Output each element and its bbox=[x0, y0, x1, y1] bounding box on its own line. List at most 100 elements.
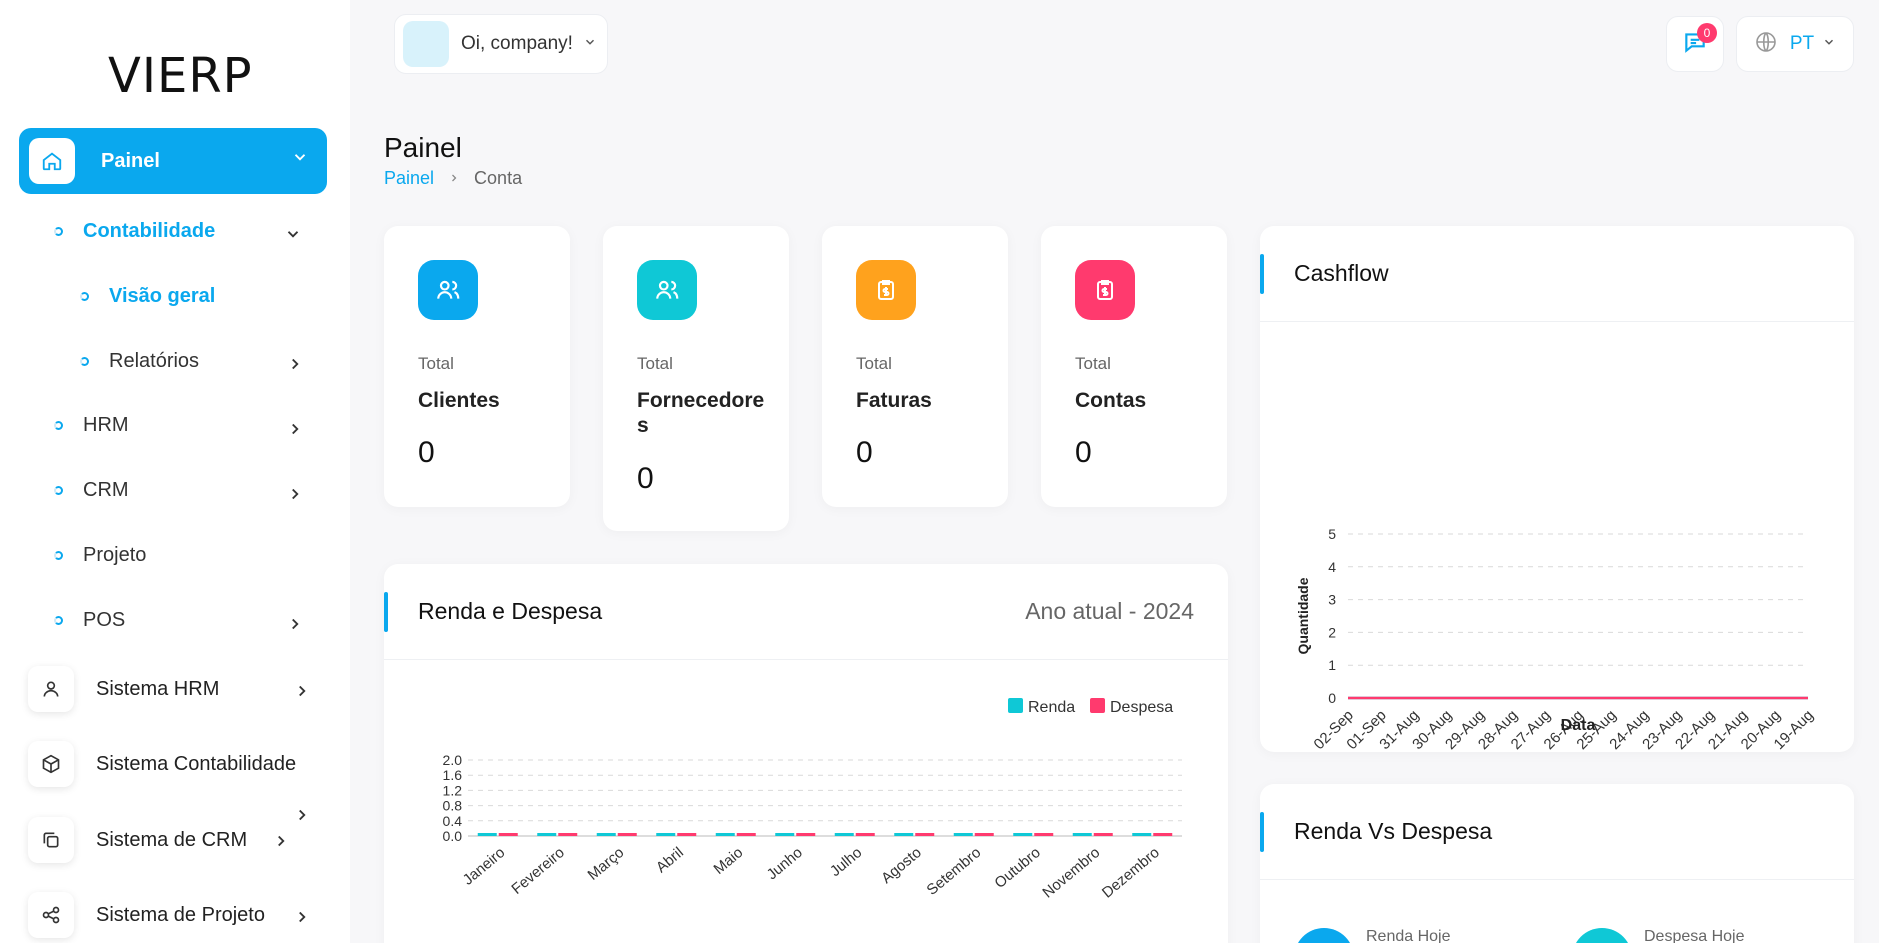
bar bbox=[974, 833, 994, 836]
y-tick-label: 5 bbox=[1328, 526, 1336, 542]
chevron-right-icon[interactable] bbox=[293, 908, 311, 931]
messages-button[interactable]: 0 bbox=[1666, 16, 1724, 72]
bar bbox=[498, 833, 518, 836]
chevron-down-icon[interactable] bbox=[284, 225, 302, 248]
x-tick-label: Março bbox=[584, 844, 627, 884]
bar bbox=[775, 833, 795, 836]
bar bbox=[656, 833, 676, 836]
y-tick-label: 1.2 bbox=[443, 782, 463, 798]
sidebar-item-label: Relatórios bbox=[109, 350, 200, 372]
y-tick-label: 0 bbox=[1328, 690, 1336, 706]
legend-swatch bbox=[1008, 698, 1023, 713]
panel-period: Ano atual - 2024 bbox=[1025, 598, 1194, 624]
chevron-down-icon bbox=[583, 35, 597, 54]
x-tick-label: Novembro bbox=[1039, 844, 1103, 902]
sidebar-item-label: Sistema de CRM bbox=[96, 828, 248, 851]
stat-label: Fornecedores bbox=[637, 389, 765, 437]
users-icon bbox=[637, 260, 697, 320]
brand-logo: VIERP bbox=[108, 48, 253, 104]
sidebar-item-visao-geral[interactable]: Visão geral bbox=[80, 285, 215, 308]
income-today-label: Renda Hoje bbox=[1366, 928, 1451, 943]
sidebar-item-painel[interactable]: Painel bbox=[19, 128, 327, 194]
expense-today-label: Despesa Hoje bbox=[1644, 928, 1745, 943]
x-tick-label: Dezembro bbox=[1099, 844, 1163, 902]
stat-value: 0 bbox=[856, 436, 873, 469]
sidebar-item-sistema-projeto[interactable]: Sistema de Projeto bbox=[28, 892, 265, 938]
invoice-icon bbox=[1075, 260, 1135, 320]
sidebar-item-label: CRM bbox=[83, 479, 129, 501]
panel-header: Cashflow bbox=[1260, 226, 1854, 322]
bar bbox=[953, 833, 973, 836]
cashflow-chart: 54321002-Sep01-Sep31-Aug30-Aug29-Aug28-A… bbox=[1295, 526, 1817, 752]
stat-card-clientes[interactable]: Total Clientes 0 bbox=[384, 226, 570, 507]
chevron-right-icon[interactable] bbox=[293, 806, 311, 829]
x-tick-label: Agosto bbox=[878, 844, 925, 887]
user-menu[interactable]: Oi, company! bbox=[394, 14, 608, 74]
bar bbox=[1132, 833, 1152, 836]
stat-label: Clientes bbox=[418, 389, 500, 412]
sidebar-item-projeto[interactable]: Projeto bbox=[54, 544, 146, 567]
sidebar-item-sistema-crm[interactable]: Sistema de CRM bbox=[28, 817, 247, 863]
chevron-right-icon[interactable] bbox=[286, 355, 304, 378]
bar bbox=[537, 833, 557, 836]
sidebar-item-label: Sistema HRM bbox=[96, 677, 220, 700]
x-tick-label: Julho bbox=[827, 844, 865, 880]
sidebar-item-crm[interactable]: CRM bbox=[54, 479, 129, 502]
bar bbox=[1013, 833, 1033, 836]
bar bbox=[596, 833, 616, 836]
stat-caption: Total bbox=[418, 354, 454, 373]
sidebar-item-sistema-hrm[interactable]: Sistema HRM bbox=[28, 666, 219, 712]
chevron-right-icon[interactable] bbox=[293, 682, 311, 705]
y-tick-label: 1 bbox=[1328, 657, 1336, 673]
legend-label: Renda bbox=[1028, 699, 1075, 716]
income-vs-expense-panel: Renda Vs Despesa Renda Hoje Despesa Hoje bbox=[1260, 784, 1854, 943]
accent-bar bbox=[384, 592, 388, 632]
bullet-icon bbox=[54, 227, 63, 236]
y-tick-label: 2.0 bbox=[443, 752, 463, 768]
y-axis-title: Quantidade bbox=[1295, 577, 1311, 654]
sidebar-item-sistema-contabilidade[interactable]: Sistema Contabilidade bbox=[28, 741, 296, 787]
sidebar-item-label: Contabilidade bbox=[83, 220, 216, 242]
sidebar-item-relatorios[interactable]: Relatórios bbox=[80, 350, 199, 373]
bullet-icon bbox=[54, 616, 63, 625]
stat-caption: Total bbox=[1075, 354, 1111, 373]
sidebar-item-label: Sistema de Projeto bbox=[96, 903, 265, 926]
chevron-right-icon[interactable] bbox=[286, 615, 304, 638]
panel-title: Renda Vs Despesa bbox=[1294, 818, 1493, 844]
bullet-icon bbox=[80, 357, 89, 366]
chevron-right-icon[interactable] bbox=[272, 832, 290, 855]
stat-card-contas[interactable]: Total Contas 0 bbox=[1041, 226, 1227, 507]
sidebar-item-hrm[interactable]: HRM bbox=[54, 414, 129, 437]
y-tick-label: 0.0 bbox=[443, 828, 463, 844]
stat-caption: Total bbox=[637, 354, 673, 373]
breadcrumb-link[interactable]: Painel bbox=[384, 168, 435, 188]
bar bbox=[558, 833, 578, 836]
invoice-icon bbox=[856, 260, 916, 320]
bullet-icon bbox=[54, 421, 63, 430]
bullet-icon bbox=[54, 551, 63, 560]
bar bbox=[736, 833, 756, 836]
bar bbox=[715, 833, 735, 836]
copy-icon bbox=[28, 817, 74, 863]
stat-card-faturas[interactable]: Total Faturas 0 bbox=[822, 226, 1008, 507]
chevron-right-icon[interactable] bbox=[286, 420, 304, 443]
bar bbox=[1093, 833, 1113, 836]
sidebar-item-label: POS bbox=[83, 609, 126, 631]
bar bbox=[855, 833, 875, 836]
stat-label: Contas bbox=[1075, 389, 1147, 412]
sidebar-item-pos[interactable]: POS bbox=[54, 609, 125, 632]
y-tick-label: 3 bbox=[1328, 592, 1336, 608]
home-icon bbox=[29, 138, 75, 184]
stat-card-fornecedores[interactable]: Total Fornecedores 0 bbox=[603, 226, 789, 531]
x-tick-label: Junho bbox=[764, 844, 806, 883]
bar bbox=[796, 833, 816, 836]
sidebar-item-contabilidade[interactable]: Contabilidade bbox=[54, 220, 215, 243]
sidebar-item-label: Sistema Contabilidade bbox=[96, 752, 297, 775]
language-selector[interactable]: PT bbox=[1736, 16, 1854, 72]
expense-today-icon bbox=[1572, 928, 1632, 943]
chevron-down-icon bbox=[291, 148, 309, 171]
bar bbox=[894, 833, 914, 836]
chevron-right-icon[interactable] bbox=[286, 485, 304, 508]
bar bbox=[915, 833, 935, 836]
